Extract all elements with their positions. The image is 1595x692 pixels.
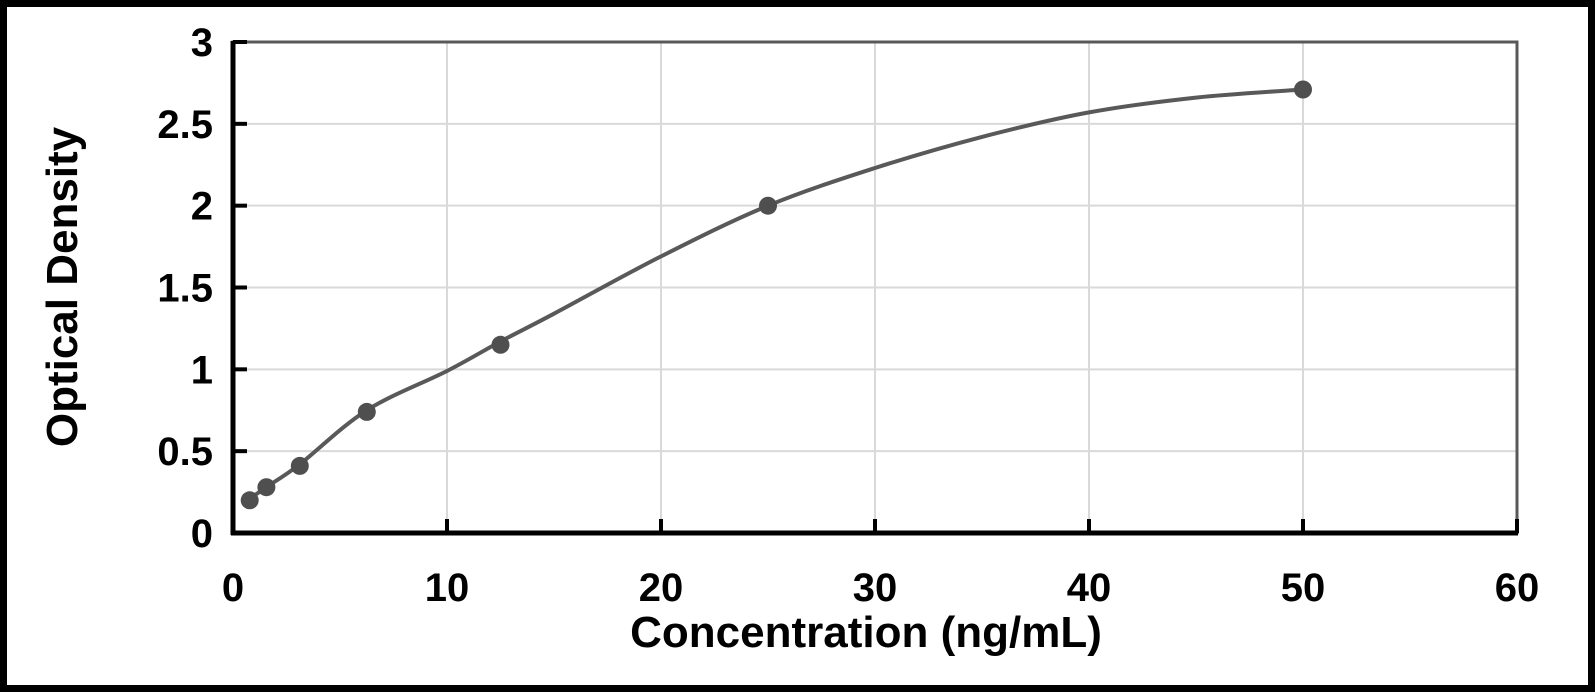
data-point xyxy=(491,335,510,354)
x-tick-label: 40 xyxy=(1067,566,1112,610)
data-point xyxy=(759,196,777,215)
data-point xyxy=(290,456,309,475)
y-tick-label: 0 xyxy=(191,512,213,556)
y-tick-label: 1.5 xyxy=(157,267,213,311)
y-tick-label: 2 xyxy=(191,185,213,229)
data-point xyxy=(357,402,376,421)
x-tick-label: 60 xyxy=(1495,566,1540,610)
x-tick-label: 10 xyxy=(425,566,470,610)
x-tick-label: 30 xyxy=(853,566,898,610)
y-axis-title: Optical Density xyxy=(38,126,87,448)
y-tick-label: 1 xyxy=(191,348,213,392)
trend-curve xyxy=(247,87,1305,501)
x-tick-label: 50 xyxy=(1281,566,1326,610)
x-axis-title: Concentration (ng/mL) xyxy=(630,608,1102,657)
data-point xyxy=(240,491,259,510)
x-tick-label: 0 xyxy=(222,566,244,610)
y-tick-label: 2.5 xyxy=(157,103,213,147)
x-tick-label: 20 xyxy=(639,566,684,610)
y-tick-label: 3 xyxy=(191,21,213,65)
data-point xyxy=(257,478,276,497)
y-tick-label: 0.5 xyxy=(157,430,213,474)
data-point xyxy=(1294,80,1312,99)
